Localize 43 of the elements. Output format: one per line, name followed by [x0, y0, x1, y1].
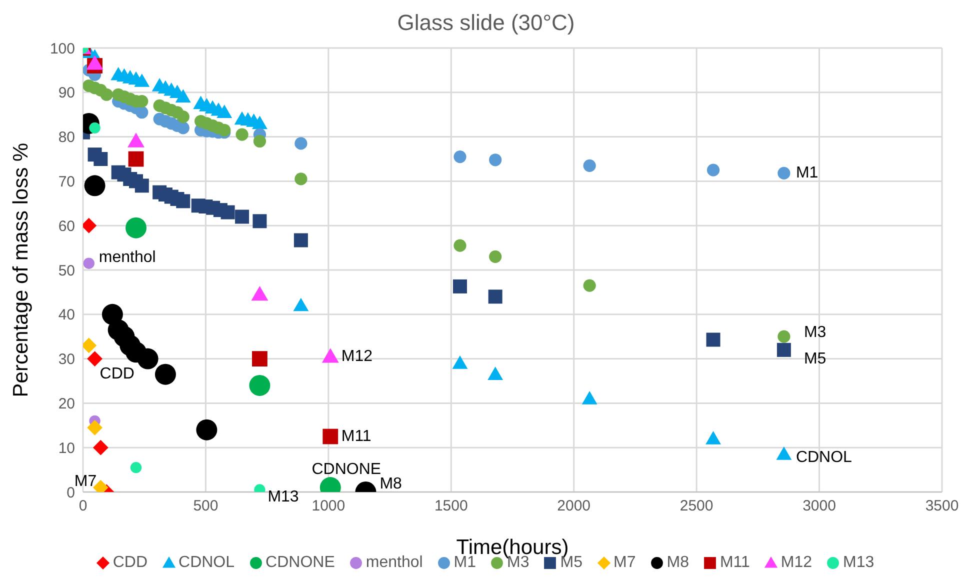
annotation: M13	[268, 488, 299, 506]
y-tick-label: 20	[58, 396, 75, 413]
y-tick-label: 100	[50, 40, 75, 58]
y-tick-label: 40	[58, 306, 75, 324]
x-tick-label: 500	[193, 498, 218, 515]
annotation: M1	[796, 164, 818, 182]
y-tick-label: 10	[58, 440, 75, 457]
legend-label: menthol	[366, 554, 423, 572]
x-tick-label: 1000	[312, 498, 346, 515]
annotation: M5	[804, 350, 826, 368]
annotation: M11	[341, 428, 372, 445]
legend-label: CDNONE	[266, 554, 335, 572]
annotation: menthol	[98, 248, 156, 266]
legend-label: M1	[454, 554, 476, 572]
annotation: M7	[74, 473, 97, 490]
y-tick-label: 80	[58, 129, 75, 146]
annotation: M3	[804, 324, 826, 342]
legend-label: M12	[780, 554, 812, 572]
annotation: CDNOL	[796, 448, 852, 466]
y-tick-label: 70	[58, 174, 75, 191]
y-tick-label: 60	[58, 218, 75, 235]
legend-label: CDNOL	[178, 554, 235, 572]
x-tick-label: 0	[78, 498, 88, 515]
y-tick-label: 50	[58, 262, 75, 280]
annotation: M12	[341, 348, 373, 366]
x-tick-label: 3000	[802, 498, 836, 515]
legend-label: M8	[666, 554, 689, 572]
y-tick-label: 0	[66, 484, 75, 502]
x-tick-label: 2500	[680, 498, 714, 515]
x-tick-label: 1500	[434, 498, 468, 515]
legend-label: M13	[843, 554, 874, 572]
x-tick-label: 2000	[557, 498, 591, 515]
annotation: CDD	[100, 365, 134, 382]
legend-label: M11	[720, 554, 750, 572]
legend-label: M7	[614, 554, 636, 572]
y-tick-label: 90	[58, 84, 75, 102]
x-tick-label: 3500	[925, 498, 959, 515]
annotation: M8	[380, 476, 402, 492]
annotation: CDNONE	[312, 461, 382, 478]
y-tick-label: 30	[58, 351, 75, 368]
y-axis-title: Percentage of mass loss %	[9, 142, 32, 398]
legend-label: CDD	[112, 554, 148, 572]
chart-title: Glass slide (30°C)	[396, 9, 576, 37]
